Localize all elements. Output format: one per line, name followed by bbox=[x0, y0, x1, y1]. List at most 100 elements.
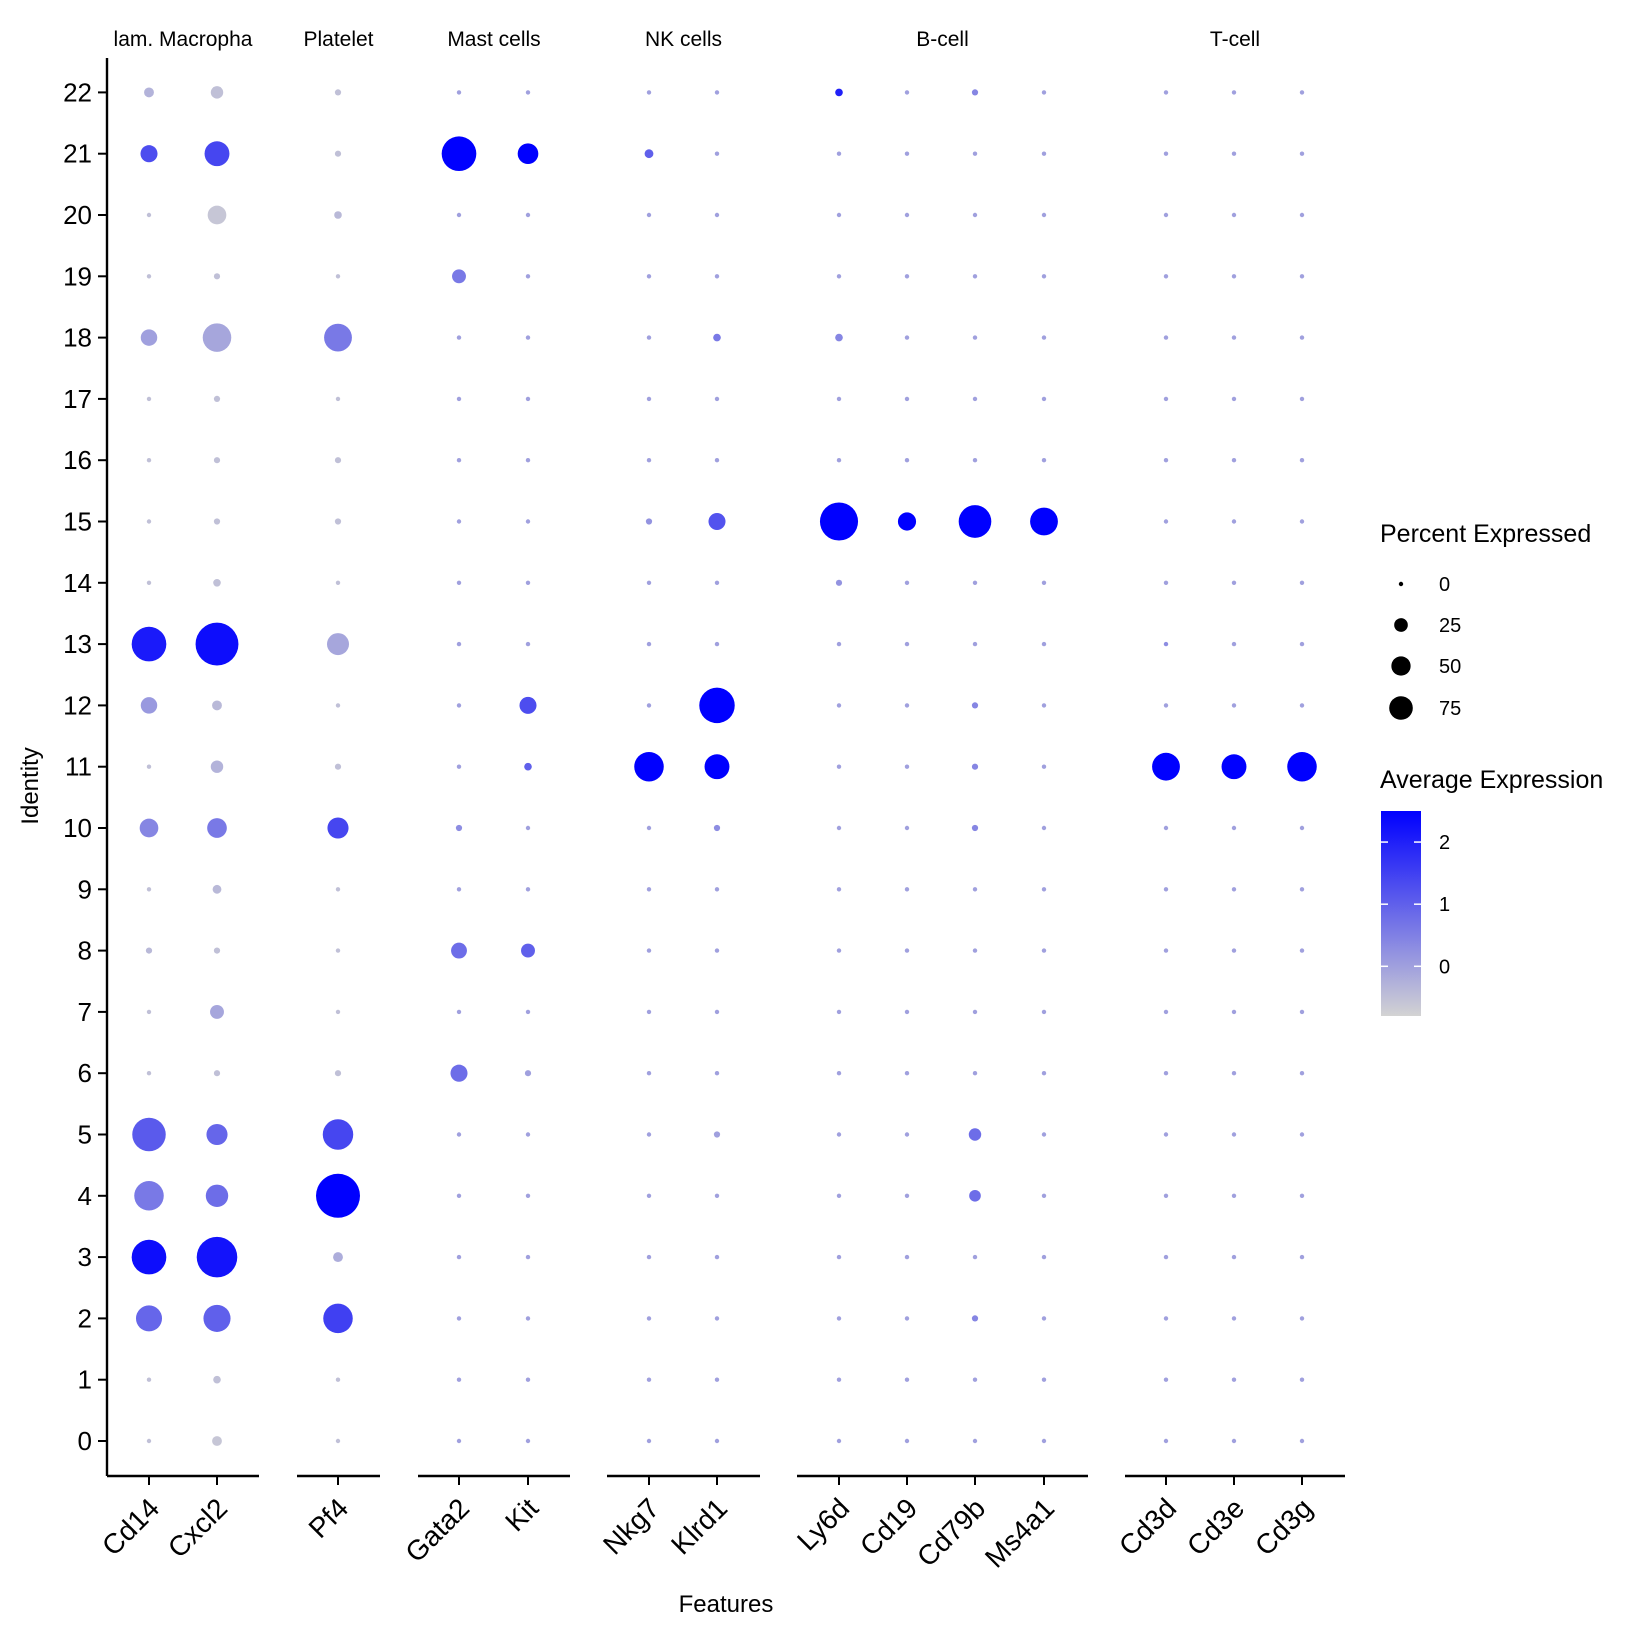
y-tick-label: 21 bbox=[63, 139, 92, 169]
dot-ly6d-20 bbox=[836, 212, 842, 218]
y-axis-title: Identity bbox=[17, 747, 44, 824]
y-tick-label: 20 bbox=[63, 200, 92, 230]
dot-gata2-1 bbox=[456, 1377, 462, 1382]
dot-nkg7-16 bbox=[646, 458, 652, 463]
dot-cd3g-15 bbox=[1299, 519, 1305, 524]
dot-gata2-22 bbox=[456, 90, 462, 95]
dot-cd79b-18 bbox=[972, 335, 978, 340]
dot-ms4a1-18 bbox=[1041, 335, 1047, 340]
x-tick-label: Cxcl2 bbox=[162, 1492, 233, 1563]
dot-kit-5 bbox=[525, 1132, 531, 1137]
dot-nkg7-15 bbox=[645, 518, 653, 525]
dot-gata2-20 bbox=[456, 212, 462, 218]
dot-cd3g-4 bbox=[1299, 1193, 1305, 1199]
dot-cd79b-8 bbox=[972, 948, 978, 953]
dot-ly6d-16 bbox=[836, 458, 842, 463]
dot-cd14-8 bbox=[145, 947, 153, 954]
panel-title: lam. Macropha bbox=[114, 28, 253, 51]
y-tick-label: 7 bbox=[78, 997, 92, 1027]
y-tick-label: 10 bbox=[63, 813, 92, 843]
dot-cd79b-10 bbox=[971, 824, 979, 832]
x-tick-label: Pf4 bbox=[303, 1492, 355, 1544]
dot-cd3d-14 bbox=[1163, 580, 1169, 585]
dot-kit-2 bbox=[525, 1316, 531, 1321]
dot-gata2-19 bbox=[452, 269, 466, 284]
dot-cxcl2-2 bbox=[203, 1304, 231, 1332]
dot-cd19-17 bbox=[904, 396, 910, 402]
dot-cxcl2-3 bbox=[196, 1236, 238, 1278]
dot-cd19-3 bbox=[904, 1254, 910, 1260]
dot-ms4a1-3 bbox=[1041, 1254, 1047, 1260]
x-tick-label: Cd3e bbox=[1181, 1492, 1250, 1561]
dot-cd3g-3 bbox=[1299, 1254, 1305, 1260]
dot-cd19-15 bbox=[897, 512, 917, 531]
dot-cd19-4 bbox=[904, 1193, 910, 1199]
dot-cd3e-21 bbox=[1231, 151, 1237, 156]
dot-cd3e-2 bbox=[1231, 1316, 1237, 1321]
dot-cd3g-5 bbox=[1299, 1132, 1305, 1137]
dot-klrd1-12 bbox=[699, 687, 735, 724]
dot-ms4a1-16 bbox=[1041, 458, 1047, 463]
dot-cd3d-3 bbox=[1163, 1254, 1169, 1260]
dot-nkg7-11 bbox=[634, 751, 664, 782]
dot-pf4-21 bbox=[334, 150, 342, 157]
dot-cxcl2-18 bbox=[202, 323, 232, 352]
dot-cd3e-20 bbox=[1231, 212, 1237, 218]
dot-klrd1-10 bbox=[713, 824, 721, 832]
dot-ly6d-3 bbox=[836, 1254, 842, 1260]
dot-cd3d-18 bbox=[1163, 335, 1169, 340]
dot-cd3g-22 bbox=[1299, 90, 1305, 95]
dot-cd3g-8 bbox=[1299, 948, 1305, 953]
dot-cd14-19 bbox=[146, 274, 152, 279]
dot-cd14-1 bbox=[146, 1377, 152, 1382]
dot-cd3d-8 bbox=[1163, 948, 1169, 953]
dot-gata2-14 bbox=[456, 580, 462, 585]
dot-gata2-3 bbox=[456, 1254, 462, 1260]
dot-kit-14 bbox=[525, 580, 531, 585]
dot-klrd1-6 bbox=[714, 1071, 720, 1076]
dot-cd3e-15 bbox=[1231, 519, 1237, 524]
dot-cd79b-7 bbox=[972, 1009, 978, 1015]
dot-pf4-19 bbox=[335, 274, 341, 279]
dot-cd79b-21 bbox=[972, 151, 978, 156]
dot-pf4-5 bbox=[322, 1119, 354, 1150]
dot-gata2-17 bbox=[456, 396, 462, 402]
dot-cd3e-6 bbox=[1231, 1071, 1237, 1076]
dot-nkg7-12 bbox=[646, 703, 652, 708]
dot-cd3g-10 bbox=[1299, 825, 1305, 831]
x-tick-label: Cd79b bbox=[911, 1492, 991, 1572]
dot-cd19-18 bbox=[904, 335, 910, 340]
dot-ms4a1-2 bbox=[1041, 1316, 1047, 1321]
legend-color-title: Average Expression bbox=[1380, 766, 1603, 794]
dot-cd19-0 bbox=[904, 1438, 910, 1444]
dot-klrd1-8 bbox=[714, 948, 720, 953]
dot-cd3d-11 bbox=[1152, 752, 1180, 781]
dot-ly6d-7 bbox=[836, 1009, 842, 1015]
dot-cd19-16 bbox=[904, 458, 910, 463]
color-bar-label: 0 bbox=[1439, 956, 1450, 978]
dot-gata2-8 bbox=[451, 942, 467, 959]
dot-nkg7-9 bbox=[646, 887, 652, 892]
dot-nkg7-7 bbox=[646, 1009, 652, 1015]
dot-ms4a1-5 bbox=[1041, 1132, 1047, 1137]
y-tick-label: 15 bbox=[63, 507, 92, 537]
dot-cd3g-21 bbox=[1299, 151, 1305, 156]
dot-pf4-6 bbox=[334, 1070, 342, 1077]
dot-cd14-0 bbox=[146, 1438, 152, 1444]
dot-kit-0 bbox=[525, 1438, 531, 1444]
dot-cd3e-9 bbox=[1231, 887, 1237, 892]
dot-cd14-20 bbox=[146, 212, 152, 218]
dot-cd3d-9 bbox=[1163, 887, 1169, 892]
dot-klrd1-15 bbox=[708, 512, 726, 531]
dot-kit-22 bbox=[525, 90, 531, 95]
dot-kit-3 bbox=[525, 1254, 531, 1260]
panel-title: NK cells bbox=[645, 28, 722, 51]
legend-size-dot bbox=[1389, 696, 1413, 720]
dot-gata2-18 bbox=[456, 335, 462, 340]
dot-cd3d-15 bbox=[1163, 519, 1169, 524]
dot-cxcl2-5 bbox=[206, 1123, 228, 1146]
dot-kit-18 bbox=[525, 335, 531, 340]
dot-cxcl2-15 bbox=[213, 518, 221, 525]
dot-klrd1-14 bbox=[714, 580, 720, 585]
legend-size-dot bbox=[1391, 656, 1411, 676]
